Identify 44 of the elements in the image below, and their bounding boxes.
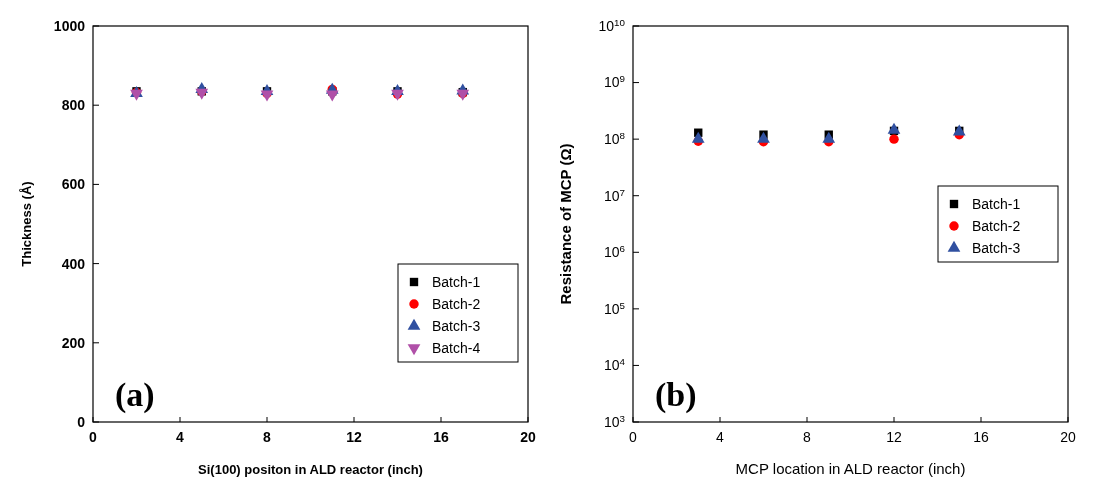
x-tick-label: 4 (176, 429, 185, 445)
annotation: (b) (655, 376, 697, 414)
y-tick-label: 10$^{5}$ (603, 299, 626, 317)
legend-label: Batch-4 (432, 339, 481, 356)
legend-label: Batch-2 (972, 217, 1021, 234)
point (887, 122, 901, 134)
x-axis-title: Si(100) positon in ALD reactor (inch) (198, 462, 423, 477)
y-tick-label: 0 (77, 413, 86, 430)
x-tick-label: 16 (973, 429, 989, 445)
annotation: (a) (115, 376, 155, 414)
legend-label: Batch-1 (972, 195, 1021, 212)
legend-label: Batch-3 (432, 317, 481, 334)
y-tick-label: 10$^{6}$ (603, 242, 626, 261)
y-tick-label: 1000 (53, 17, 86, 34)
y-tick-label: 10$^{10}$ (598, 16, 626, 34)
x-tick-label: 4 (716, 429, 725, 445)
point (822, 131, 836, 143)
x-tick-label: 20 (1060, 429, 1076, 445)
x-tick-label: 12 (886, 429, 902, 445)
legend-label: Batch-3 (972, 239, 1021, 256)
y-tick-label: 600 (61, 176, 86, 193)
y-tick-label: 400 (61, 255, 86, 272)
point (889, 134, 899, 144)
x-tick-label: 8 (263, 429, 272, 445)
point (757, 131, 770, 143)
y-tick-label: 800 (61, 97, 86, 114)
y-tick-label: 10$^{7}$ (603, 186, 625, 204)
point (691, 131, 705, 143)
y-axis-title: Resistance of MCP (Ω) (557, 143, 574, 305)
x-tick-label: 8 (803, 429, 812, 445)
x-axis-title: MCP location in ALD reactor (inch) (735, 460, 966, 477)
x-tick-label: 12 (346, 429, 362, 445)
x-tick-label: 20 (520, 429, 536, 445)
x-tick-label: 0 (629, 429, 638, 445)
y-tick-label: 200 (61, 334, 86, 351)
y-tick-label: 10$^{4}$ (603, 355, 626, 374)
y-tick-label: 10$^{9}$ (603, 72, 625, 91)
x-tick-label: 16 (433, 429, 449, 445)
y-axis-title: Thickness (Å) (19, 181, 34, 267)
legend-label: Batch-1 (432, 273, 481, 290)
y-tick-label: 10$^{8}$ (603, 129, 626, 148)
legend-label: Batch-2 (432, 295, 481, 312)
x-tick-label: 0 (89, 429, 98, 445)
y-tick-label: 10$^{3}$ (603, 412, 626, 430)
